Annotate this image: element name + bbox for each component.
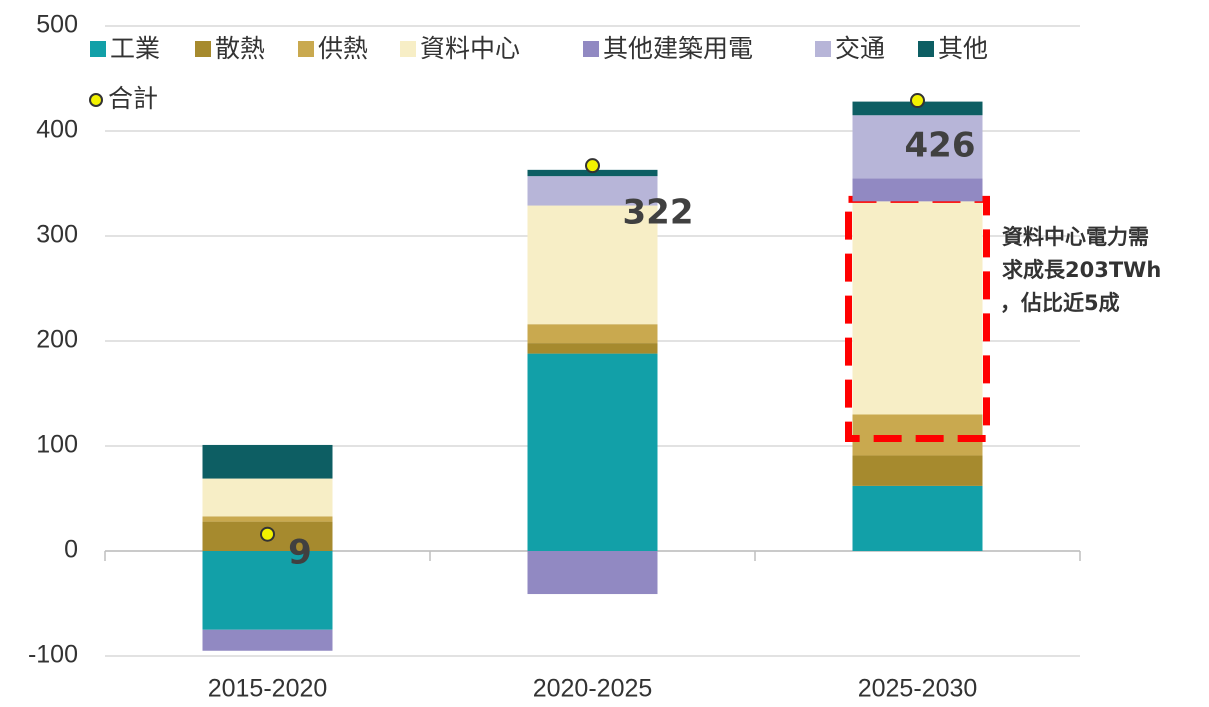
bar-segment [527, 324, 658, 344]
total-label: 322 [623, 193, 694, 233]
total-marker [260, 526, 275, 542]
total-marker [910, 93, 925, 109]
bar-segment [852, 115, 983, 179]
annotation: ，佔比近5成 [1000, 291, 1120, 315]
x-tick-label: 2025-2030 [858, 675, 978, 703]
legend-label: 交通 [835, 34, 885, 63]
bar-segment [527, 176, 658, 206]
bar-segment [527, 551, 658, 595]
legend-label: 其他建築用電 [603, 34, 753, 63]
bar-segment [527, 205, 658, 325]
annotation: 求成長203TWh [1002, 258, 1161, 282]
bar-segment [852, 101, 983, 116]
y-tick-label: 300 [36, 221, 78, 249]
legend-marker [89, 93, 103, 107]
y-tick-label: 500 [36, 11, 78, 39]
legend-swatch [583, 41, 599, 57]
total-label: 9 [288, 533, 312, 573]
bar-segment [527, 343, 658, 354]
legend-swatch [195, 41, 211, 57]
y-tick-label: 400 [36, 116, 78, 144]
bar-segment [852, 455, 983, 486]
bar-segment [202, 478, 333, 517]
bar-segment [852, 201, 983, 415]
legend-label: 供熱 [318, 34, 368, 63]
x-tick-label: 2015-2020 [208, 675, 328, 703]
y-tick-label: 200 [36, 326, 78, 354]
x-tick-label: 2020-2025 [533, 675, 653, 703]
bar-segment [527, 353, 658, 551]
bar-segment [852, 485, 983, 551]
total-label: 426 [905, 126, 976, 166]
legend-swatch [815, 41, 831, 57]
legend-label: 散熱 [215, 34, 265, 63]
y-tick-label: -100 [28, 641, 78, 669]
legend-swatch [90, 41, 106, 57]
bar-segment [202, 444, 333, 479]
legend-swatch [400, 41, 416, 57]
y-tick-label: 100 [36, 431, 78, 459]
legend-label: 工業 [110, 34, 160, 63]
legend-swatch [918, 41, 934, 57]
bar-segment [202, 551, 333, 630]
bar-segment [852, 414, 983, 456]
legend-label: 資料中心 [420, 34, 520, 63]
y-tick-label: 0 [64, 536, 78, 564]
bar-segment [852, 178, 983, 202]
legend-label: 合計 [108, 84, 158, 113]
legend-swatch [298, 41, 314, 57]
total-marker [585, 158, 600, 174]
bar-segment [202, 516, 333, 522]
bar-segment [202, 629, 333, 651]
annotation: 資料中心電力需 [1002, 225, 1149, 249]
legend-label: 其他 [938, 34, 988, 63]
